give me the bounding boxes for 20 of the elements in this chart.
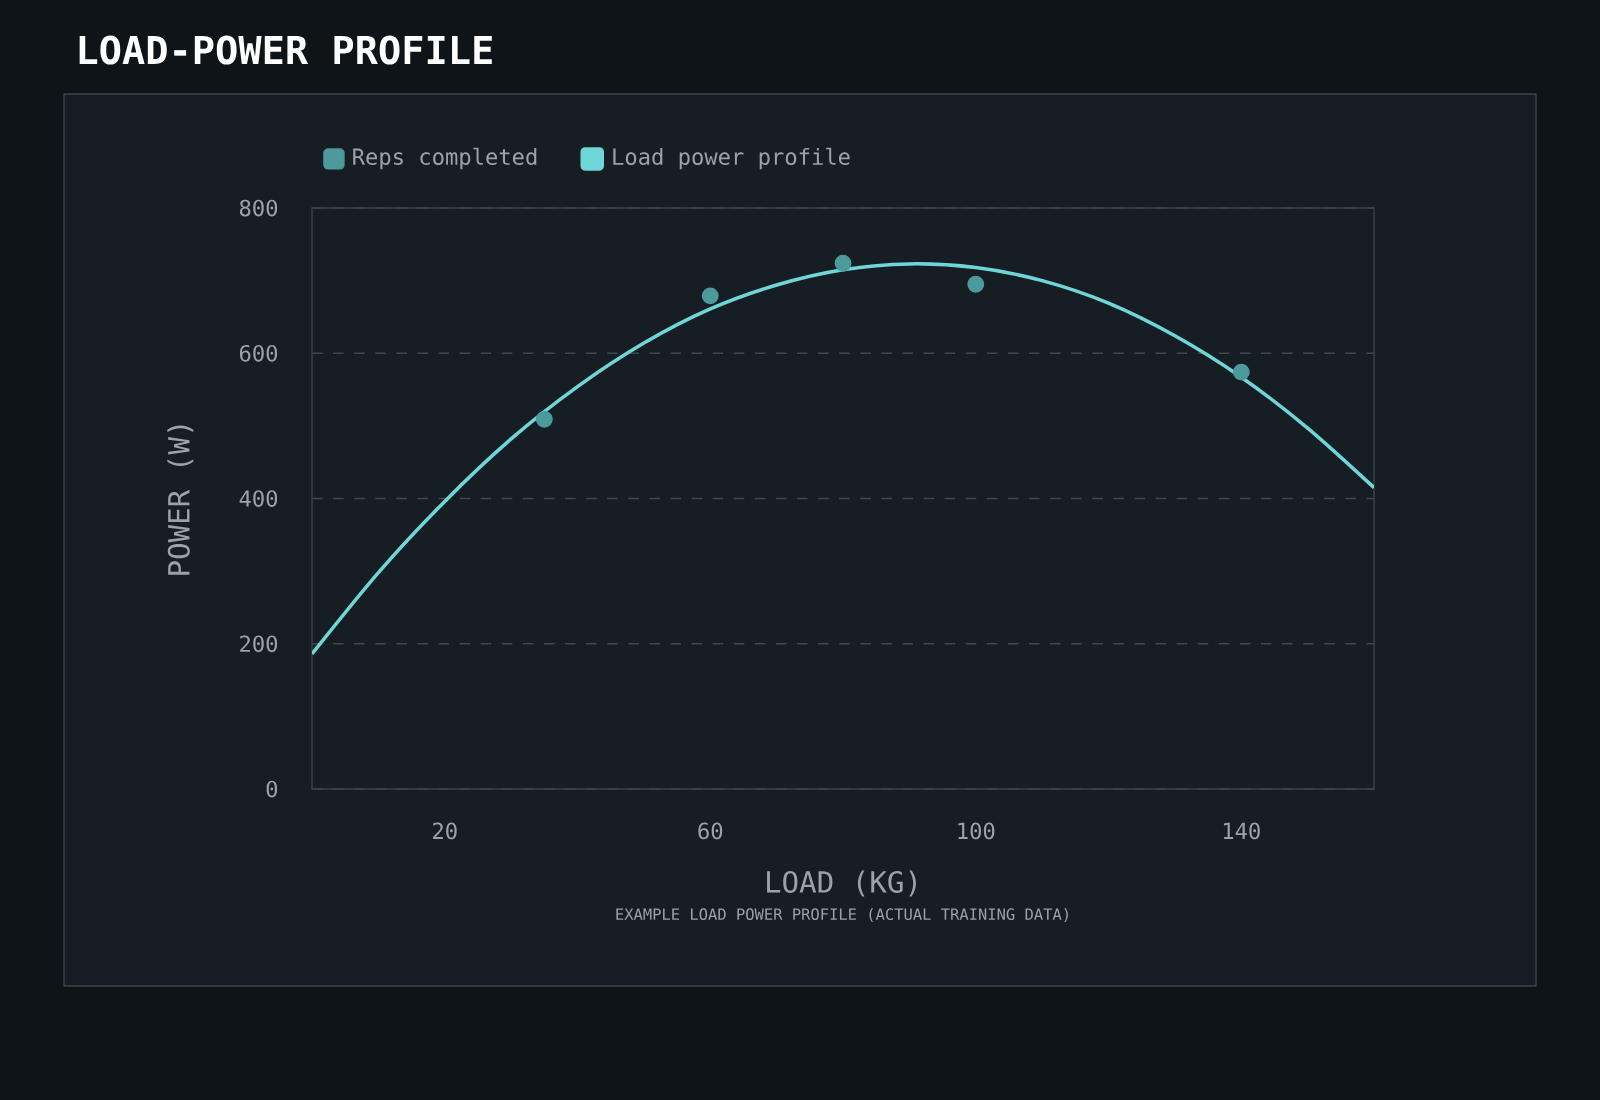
point [1232,363,1250,381]
x-tick-label: 20 [433,822,457,840]
point [535,410,553,428]
legend-label: Reps completed [353,147,537,170]
chart-title: LOAD-POWER PROFILE [79,35,492,65]
x-axis-title: LOAD (KG) [767,870,916,897]
y-tick-label: 600 [239,344,278,362]
y-tick-label: 200 [240,635,278,653]
x-tick-label: 60 [698,822,723,840]
y-tick-label: 400 [239,490,278,507]
text: EXAMPLE LOAD POWER PROFILE (ACTUAL TRAINING DATA) [616,908,1068,922]
legend-label: Load power profile [613,147,850,170]
point [834,254,852,272]
y-tick-label: 0 [266,780,278,798]
point [967,275,985,293]
point [701,287,719,305]
y-tick-label: 800 [239,199,278,217]
x-tick-label: 140 [1223,822,1260,840]
y-axis-title: POWER (W) [167,425,194,575]
x-tick-label: 100 [958,822,995,840]
